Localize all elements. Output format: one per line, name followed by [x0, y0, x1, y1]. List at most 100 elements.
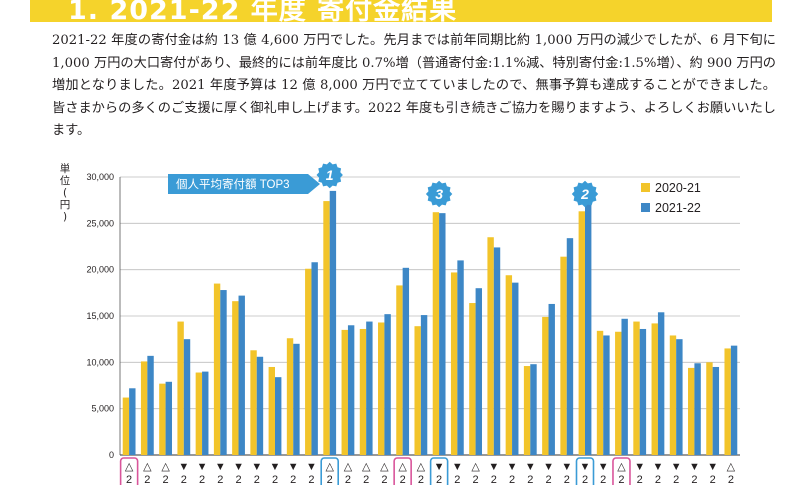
- category-tick-mark: ▼: [652, 461, 663, 473]
- category-tick-mark: △: [161, 461, 170, 473]
- category-tick-mark: ▼: [634, 461, 645, 473]
- bar-2020-21: [140, 361, 148, 455]
- category-tick-mark: ▼: [233, 461, 244, 473]
- bar-2020-21: [688, 367, 695, 455]
- section-banner: 1. 2021-22 年度 寄付金結果: [30, 0, 772, 22]
- rank-badge: [425, 180, 453, 208]
- y-tick-label: 20,000: [86, 265, 114, 275]
- bar-2020-21: [669, 335, 677, 455]
- bar-2020-21: [414, 326, 421, 455]
- rank-badge-number: 3: [435, 186, 443, 202]
- bar-2021-22: [238, 295, 245, 455]
- bar-2021-22: [712, 366, 720, 455]
- category-tick-digit: 2: [600, 474, 606, 485]
- bar-2021-22: [621, 318, 628, 455]
- bar-2020-21: [286, 338, 294, 455]
- bar-2021-22: [657, 312, 665, 455]
- bar-2020-21: [122, 397, 130, 455]
- category-tick-digit: 2: [527, 474, 533, 485]
- top3-callout-text: 個人平均寄付額 TOP3: [176, 177, 290, 191]
- bar-2021-22: [202, 371, 209, 455]
- bar-2021-22: [311, 262, 318, 455]
- category-tick-digit: 2: [235, 474, 241, 485]
- bar-2021-22: [147, 355, 154, 455]
- y-tick-label: 0: [109, 450, 114, 460]
- category-tick-mark: △: [143, 461, 152, 473]
- category-tick-digit: 2: [144, 474, 150, 485]
- bar-2021-22: [475, 288, 482, 455]
- bar-2020-21: [469, 303, 476, 455]
- category-tick-digit: 2: [381, 474, 387, 485]
- legend-label-2020-21: 2020-21: [655, 181, 701, 195]
- rank-badge: [316, 161, 343, 189]
- bar-2020-21: [432, 212, 440, 455]
- bar-2021-22: [730, 345, 738, 455]
- category-tick-digit: 2: [199, 474, 205, 485]
- bar-2020-21: [378, 322, 385, 455]
- bar-2020-21: [305, 268, 312, 455]
- bar-2020-21: [213, 283, 221, 455]
- bar-2020-21: [323, 201, 330, 455]
- category-tick-digit: 2: [418, 474, 424, 485]
- category-tick-digit: 2: [564, 474, 570, 485]
- bar-2021-22: [493, 247, 501, 455]
- bar-2020-21: [195, 372, 203, 455]
- category-tick-digit: 2: [163, 474, 169, 485]
- category-tick-digit: 2: [181, 474, 187, 485]
- bar-2020-21: [396, 285, 403, 455]
- bar-2021-22: [256, 356, 264, 455]
- y-axis-label-char: 位: [59, 175, 71, 187]
- category-tick-digit: 2: [217, 474, 223, 485]
- bar-2021-22: [457, 260, 464, 455]
- category-highlight-box: [119, 457, 139, 485]
- category-tick-digit: 2: [491, 474, 497, 485]
- bar-2021-22: [512, 282, 519, 455]
- bar-2020-21: [633, 321, 640, 455]
- y-tick-label: 30,000: [86, 172, 114, 182]
- y-axis-label-char: ): [62, 211, 68, 223]
- rank-badge-number: 1: [326, 167, 334, 183]
- category-tick-digit: 2: [473, 474, 479, 485]
- category-tick-digit: 2: [436, 474, 442, 485]
- bar-2020-21: [232, 301, 239, 455]
- bar-2020-21: [505, 275, 513, 455]
- category-tick-digit: 2: [582, 474, 588, 485]
- bar-2020-21: [250, 350, 257, 455]
- bar-2020-21: [651, 323, 658, 455]
- category-tick-mark: △: [125, 461, 134, 473]
- category-tick-mark: ▼: [580, 461, 591, 473]
- category-tick-mark: ▼: [215, 461, 226, 473]
- category-tick-digit: 2: [710, 474, 716, 485]
- category-tick-mark: ▼: [288, 461, 299, 473]
- category-tick-mark: ▼: [707, 461, 718, 473]
- bar-2020-21: [450, 272, 458, 455]
- y-tick-label: 25,000: [86, 218, 114, 228]
- bar-2021-22: [366, 321, 373, 455]
- category-tick-digit: 2: [509, 474, 515, 485]
- y-tick-label: 5,000: [91, 404, 114, 414]
- category-tick-mark: △: [362, 461, 371, 473]
- category-tick-digit: 2: [308, 474, 314, 485]
- category-tick-mark: ▼: [543, 461, 554, 473]
- category-tick-mark: ▼: [598, 461, 609, 473]
- bar-2021-22: [439, 213, 446, 455]
- category-tick-digit: 2: [673, 474, 679, 485]
- bar-2021-22: [530, 364, 537, 455]
- bar-2021-22: [676, 339, 683, 455]
- category-tick-mark: △: [617, 461, 626, 473]
- bar-2020-21: [578, 211, 585, 455]
- y-axis-label-char: 単: [59, 163, 71, 175]
- bar-2020-21: [177, 321, 184, 455]
- bar-2020-21: [268, 366, 275, 455]
- category-tick-digit: 2: [691, 474, 697, 485]
- category-tick-digit: 2: [363, 474, 369, 485]
- legend-swatch-2021-22: [641, 203, 650, 212]
- bar-2020-21: [560, 256, 567, 455]
- category-tick-digit: 2: [618, 474, 624, 485]
- category-tick-mark: ▼: [488, 461, 499, 473]
- bar-2021-22: [603, 335, 610, 455]
- bar-2021-22: [639, 328, 647, 455]
- category-highlight-box: [429, 457, 449, 485]
- category-tick-digit: 2: [126, 474, 132, 485]
